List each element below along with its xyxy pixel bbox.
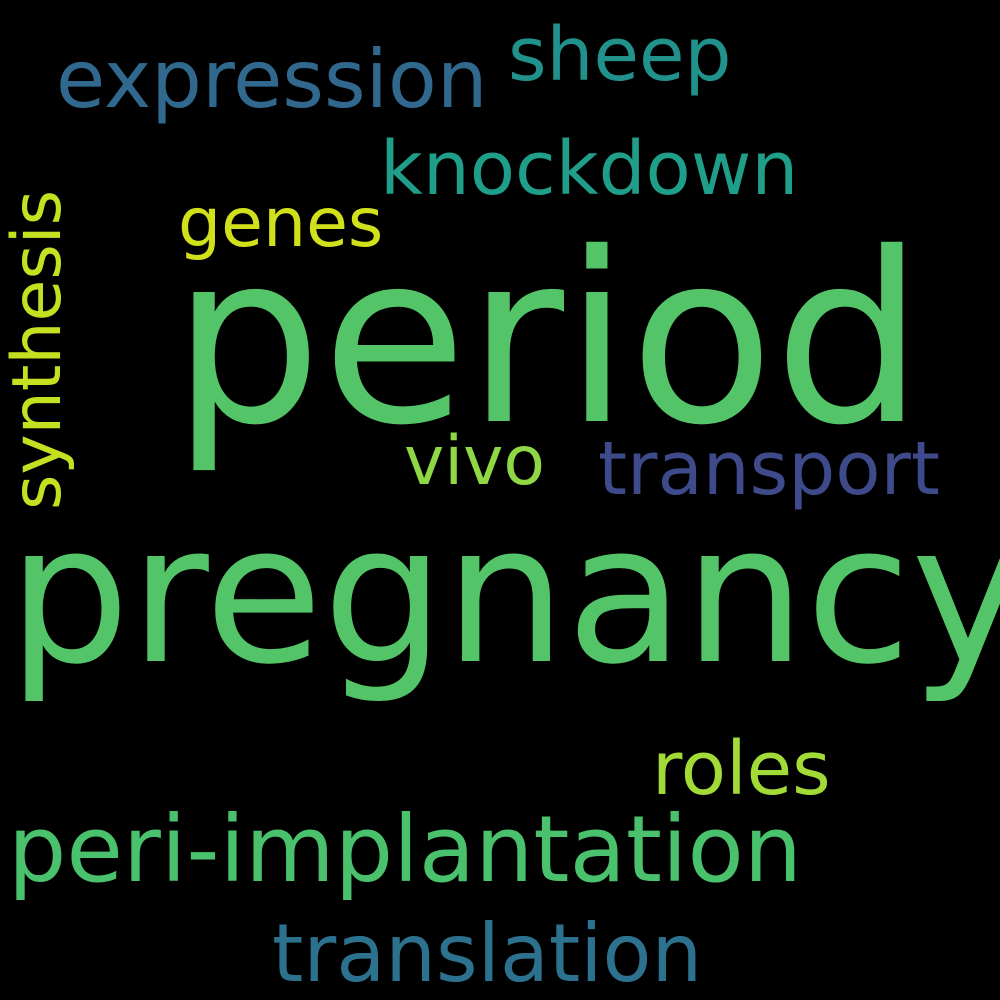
word-sheep: sheep bbox=[508, 12, 732, 98]
word-knockdown: knockdown bbox=[380, 126, 799, 212]
word-roles: roles bbox=[652, 726, 831, 812]
word-vivo: vivo bbox=[404, 422, 545, 501]
word-expression: expression bbox=[56, 33, 488, 126]
word-peri-implantation: peri-implantation bbox=[8, 796, 803, 903]
word-pregnancy: pregnancy bbox=[8, 484, 1000, 707]
word-period: period bbox=[172, 202, 924, 477]
word-transport: transport bbox=[598, 426, 940, 512]
word-translation: translation bbox=[272, 907, 703, 1000]
word-genes: genes bbox=[178, 184, 384, 263]
word-synthesis: synthesis bbox=[0, 189, 77, 510]
